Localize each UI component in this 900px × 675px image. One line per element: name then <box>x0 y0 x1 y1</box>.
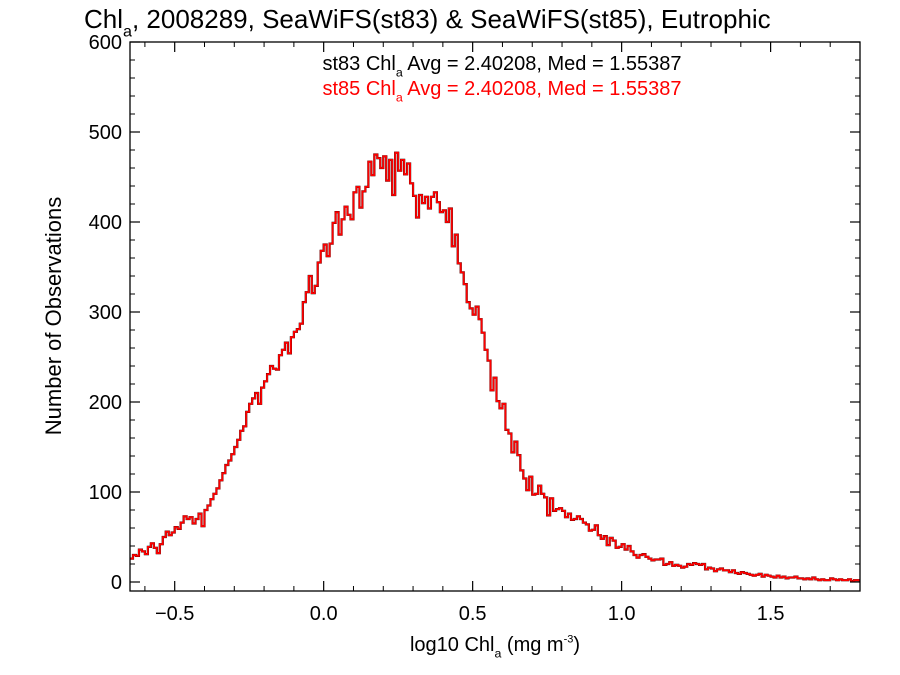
x-tick-label: −0.5 <box>155 603 194 625</box>
series-1-line <box>130 151 860 582</box>
annotation-st83: st83 Chla Avg = 2.40208, Med = 1.55387 <box>322 53 681 79</box>
y-axis-label: Number of Observations <box>41 197 66 435</box>
annotation-st85-text: st85 Chla Avg = 2.40208, Med = 1.55387 <box>322 78 681 104</box>
plot-area <box>130 151 860 583</box>
series-0-line <box>130 151 860 583</box>
chart-title: Chla, 2008289, SeaWiFS(st83) & SeaWiFS(s… <box>84 4 771 40</box>
x-tick-label: 1.5 <box>757 603 785 625</box>
y-tick-label: 300 <box>89 302 122 324</box>
x-tick-label: 0.5 <box>459 603 487 625</box>
y-tick-label: 0 <box>111 572 122 594</box>
y-tick-label: 100 <box>89 482 122 504</box>
x-axis-label: log10 Chla (mg m-3) <box>410 634 580 661</box>
plot-frame <box>129 41 861 592</box>
y-tick-label: 500 <box>89 122 122 144</box>
y-tick-label: 400 <box>89 212 122 234</box>
y-tick-label: 200 <box>89 392 122 414</box>
annotation-st83-text: st83 Chla Avg = 2.40208, Med = 1.55387 <box>322 53 681 79</box>
y-axis: 0 100 200 300 400 500 600 <box>89 32 860 594</box>
x-tick-label: 1.0 <box>608 603 636 625</box>
x-tick-label: 0.0 <box>310 603 338 625</box>
y-tick-label: 600 <box>89 32 122 54</box>
annotation-st85: st85 Chla Avg = 2.40208, Med = 1.55387 <box>322 78 681 104</box>
x-axis: −0.5 0.0 0.5 1.0 1.5 <box>144 42 861 625</box>
